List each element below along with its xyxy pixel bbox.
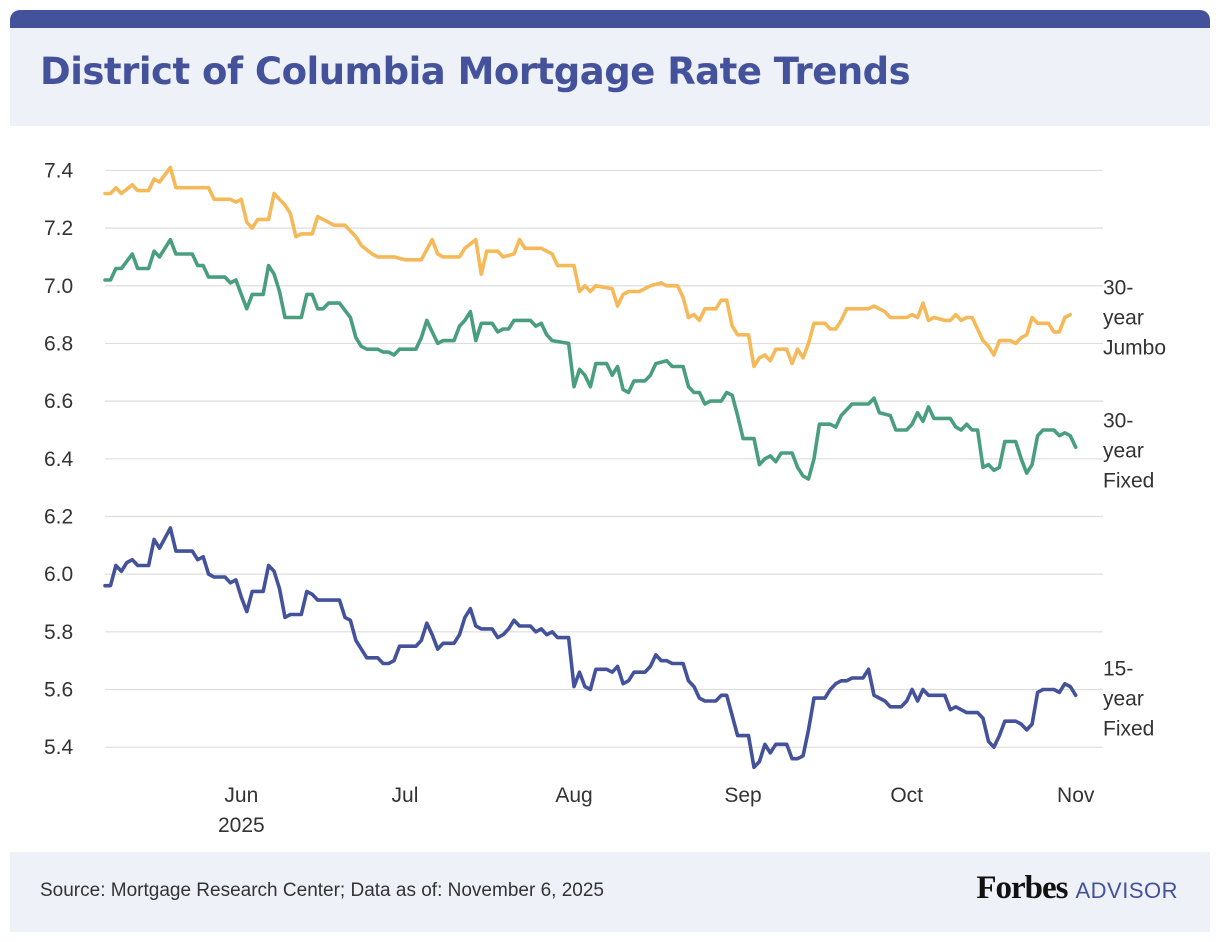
y-tick-label-7.4: 7.4: [44, 159, 74, 182]
y-tick-label-6.6: 6.6: [44, 390, 73, 413]
series-label-30-year-jumbo-1: year: [1103, 307, 1144, 330]
series-line-30-year-jumbo: [103, 165, 1073, 369]
y-tick-label-5.6: 5.6: [44, 678, 73, 701]
x-tick-label-jun: Jun: [224, 784, 258, 807]
series-label-30-year-fixed-2: Fixed: [1103, 469, 1154, 492]
y-tick-label-6.8: 6.8: [44, 332, 73, 355]
series-label-15-year-fixed-1: year: [1103, 687, 1144, 710]
header-accent-bar: [10, 10, 1210, 30]
brand-name: Forbes: [976, 870, 1068, 906]
source-note: Source: Mortgage Research Center; Data a…: [40, 880, 604, 901]
series-label-15-year-fixed-2: Fixed: [1103, 717, 1154, 740]
y-tick-label-5.4: 5.4: [44, 736, 74, 759]
y-tick-label-6.0: 6.0: [44, 563, 73, 586]
series-label-30-year-fixed-1: year: [1103, 439, 1144, 462]
series-line-30-year-fixed: [103, 237, 1078, 481]
x-tick-label-nov: Nov: [1057, 784, 1095, 807]
y-tick-label-6.4: 6.4: [44, 448, 74, 471]
series-line-15-year-fixed: [103, 526, 1078, 770]
series-label-30-year-jumbo-2: Jumbo: [1103, 337, 1166, 360]
chart-canvas: 7.4 7.2 7.0 6.8 6.6 6.4 6.2 6.0 5.8 5.6 5.4 Jun 2025…: [44, 159, 1166, 837]
x-tick-label-aug: Aug: [555, 784, 592, 807]
brand-subname: ADVISOR: [1075, 878, 1178, 903]
header-banner: District of Columbia Mortgage Rate Trend…: [10, 28, 1210, 126]
series-label-30-year-fixed-0: 30-: [1103, 409, 1133, 432]
x-tick-sublabel-jun: 2025: [218, 814, 265, 837]
x-tick-label-jul: Jul: [392, 784, 419, 807]
x-tick-label-sep: Sep: [724, 784, 761, 807]
chart-title: District of Columbia Mortgage Rate Trend…: [40, 50, 911, 93]
series-label-30-year-jumbo-0: 30-: [1103, 277, 1133, 300]
y-tick-label-7.2: 7.2: [44, 217, 73, 240]
x-tick-label-oct: Oct: [890, 784, 923, 807]
forbes-advisor-logo: Forbes ADVISOR: [976, 870, 1178, 907]
y-tick-label-5.8: 5.8: [44, 621, 73, 644]
y-tick-label-6.2: 6.2: [44, 505, 73, 528]
series-label-15-year-fixed-0: 15-: [1103, 657, 1133, 680]
y-tick-label-7.0: 7.0: [44, 275, 73, 298]
footer-bar: Source: Mortgage Research Center; Data a…: [10, 852, 1210, 932]
